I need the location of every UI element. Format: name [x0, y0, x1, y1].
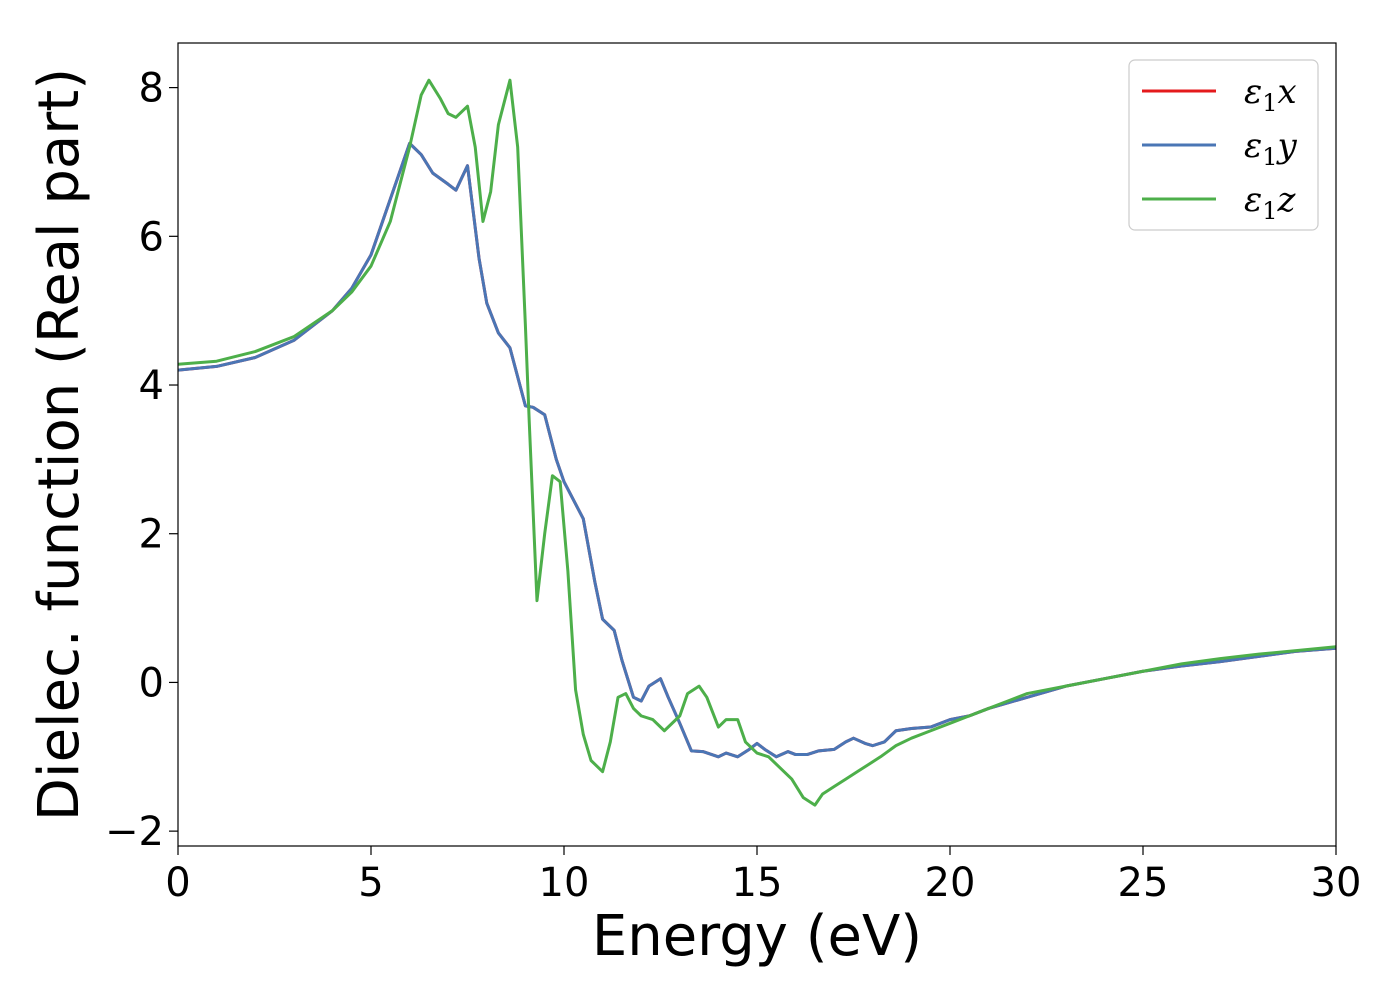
- y-axis-label: Dielec. function (Real part): [27, 68, 92, 821]
- y-tick-label: 0: [139, 660, 164, 706]
- y-tick-label: 8: [139, 66, 164, 112]
- legend-box: [1128, 59, 1319, 231]
- x-tick-label: 30: [1311, 860, 1362, 906]
- legend-label-3: ε1z: [1244, 180, 1297, 225]
- x-tick-label: 0: [165, 860, 190, 906]
- legend-label-1: ε1x: [1244, 72, 1297, 117]
- x-tick-label: 15: [732, 860, 783, 906]
- series-layer: [178, 78, 1336, 807]
- y-tick-label: 4: [139, 363, 164, 409]
- y-tick-label: −2: [105, 809, 164, 855]
- series-line-2: [178, 141, 1336, 759]
- x-tick-label: 25: [1118, 860, 1169, 906]
- legend-label-2: ε1y: [1244, 126, 1298, 171]
- x-tick-label: 10: [539, 860, 590, 906]
- x-tick-label: 5: [358, 860, 383, 906]
- x-axis-label: Energy (eV): [592, 904, 922, 969]
- series-line-1: [178, 141, 1336, 759]
- y-axis-ticks: −2 0 2 4 6 8: [105, 66, 178, 855]
- x-axis-ticks: 0 5 10 15 20 25 30: [165, 846, 1361, 906]
- y-tick-label: 6: [139, 214, 164, 260]
- x-tick-label: 20: [925, 860, 976, 906]
- y-tick-label: 2: [139, 512, 164, 558]
- legend: ε1x ε1y ε1z: [1128, 59, 1319, 231]
- series-line-3: [178, 78, 1336, 807]
